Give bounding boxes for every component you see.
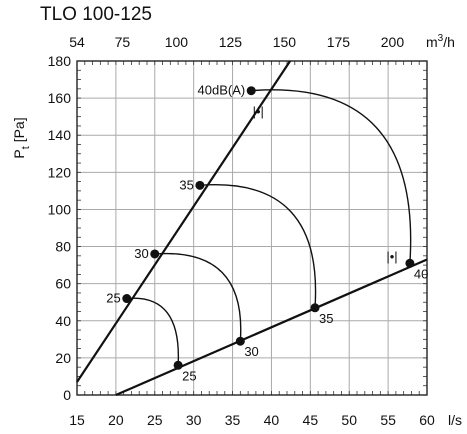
label-upper-25: 25 [106,291,120,306]
x2-tick-label: 125 [219,34,243,50]
operating-marker-1: |•| [253,104,264,119]
point-upper-35 [195,180,205,190]
label-lower-30: 30 [244,344,258,359]
label-lower-25: 25 [182,368,196,383]
x-tick-label: 60 [419,412,435,428]
y-tick-label: 160 [48,90,72,106]
label-upper-40: 40dB(A) [198,83,246,98]
x2-tick-label: 200 [381,34,405,50]
chart-title: TLO 100-125 [40,4,152,25]
x-tick-label: 30 [186,412,202,428]
x-tick-label: 20 [108,412,124,428]
point-upper-30 [150,249,160,259]
y-axis-label: Pt [Pa] [11,117,32,158]
point-lower-35 [310,303,320,313]
x2-tick-label: 54 [69,34,85,50]
x2-axis-label: m3/h [426,33,455,50]
x2-tick-label: 75 [115,34,131,50]
point-upper-40 [246,86,256,96]
sound-curve-25 [126,297,180,366]
label-upper-35: 35 [179,177,193,192]
x-tick-label: 50 [341,412,357,428]
sound-curve-40 [251,89,412,264]
y-tick-label: 140 [48,127,72,143]
boundary-line-2 [115,258,428,397]
point-lower-30 [235,336,245,346]
x-tick-label: 35 [225,412,241,428]
y-tick-label: 80 [55,239,71,255]
label-lower-35: 35 [319,311,333,326]
x-tick-label: 55 [380,412,396,428]
point-upper-25 [122,294,132,304]
y-tick-label: 0 [63,387,71,403]
operating-marker-2: |•| [386,249,397,264]
x2-tick-label: 100 [165,34,189,50]
y-tick-label: 40 [55,313,71,329]
y-tick-label: 20 [55,350,71,366]
x2-tick-label: 150 [273,34,297,50]
y-tick-label: 180 [48,53,72,69]
sound-curve-35 [199,184,317,308]
x-tick-label: 40 [264,412,280,428]
y-tick-label: 100 [48,201,72,217]
x-tick-label: 25 [147,412,163,428]
label-lower-40: 40 [414,266,428,281]
boundary-line-1 [76,60,292,383]
point-lower-40 [405,258,415,268]
y-tick-label: 60 [55,276,71,292]
y-tick-label: 120 [48,164,72,180]
x-tick-label: 15 [69,412,85,428]
x2-tick-label: 175 [327,34,351,50]
label-upper-30: 30 [134,246,148,261]
point-lower-25 [173,360,183,370]
sound-curve-30 [154,252,242,342]
x-tick-label: 45 [303,412,319,428]
plot-frame [76,60,428,396]
x-axis-label: l/s [448,412,462,428]
